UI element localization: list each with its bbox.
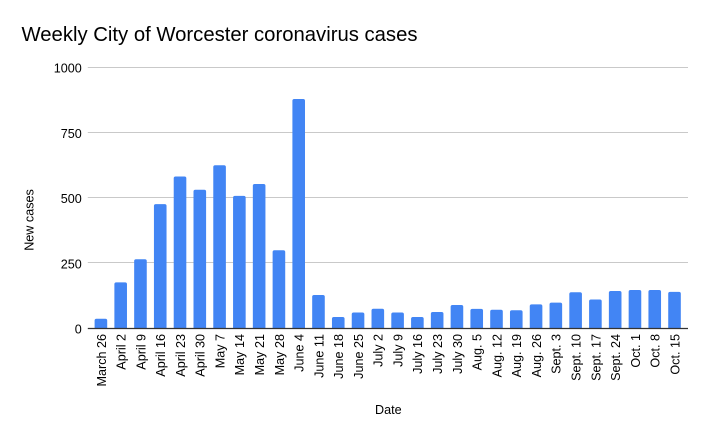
svg-text:Weekly City of Worcester coron: Weekly City of Worcester coronavirus cas… <box>22 24 418 46</box>
svg-text:Oct. 15: Oct. 15 <box>668 334 682 375</box>
svg-text:March 26: March 26 <box>95 334 109 387</box>
svg-text:750: 750 <box>61 127 82 141</box>
svg-text:0: 0 <box>75 323 82 337</box>
svg-text:Oct. 1: Oct. 1 <box>629 334 643 368</box>
svg-text:Sept. 3: Sept. 3 <box>550 334 564 374</box>
svg-text:Sept. 10: Sept. 10 <box>569 334 583 381</box>
svg-text:July 30: July 30 <box>451 334 465 374</box>
svg-text:May 7: May 7 <box>213 334 227 368</box>
svg-text:May 28: May 28 <box>273 334 287 375</box>
svg-text:May 14: May 14 <box>233 334 247 375</box>
svg-text:Sept. 17: Sept. 17 <box>589 334 603 381</box>
svg-text:April 16: April 16 <box>154 334 168 377</box>
svg-text:Aug. 26: Aug. 26 <box>530 334 544 377</box>
svg-text:Oct. 8: Oct. 8 <box>649 334 663 368</box>
svg-text:Aug. 5: Aug. 5 <box>471 334 485 370</box>
svg-text:May 21: May 21 <box>253 334 267 375</box>
svg-text:July 16: July 16 <box>411 334 425 374</box>
svg-text:June 11: June 11 <box>312 334 326 378</box>
svg-text:June 25: June 25 <box>352 334 366 379</box>
svg-text:Date: Date <box>375 403 402 417</box>
svg-text:500: 500 <box>61 192 82 206</box>
svg-text:April 23: April 23 <box>174 334 188 377</box>
svg-text:July 9: July 9 <box>391 334 405 367</box>
svg-text:Aug. 12: Aug. 12 <box>490 334 504 377</box>
svg-text:June 18: June 18 <box>332 334 346 379</box>
svg-text:April 2: April 2 <box>115 334 129 370</box>
svg-text:New cases: New cases <box>23 189 37 251</box>
svg-text:April 30: April 30 <box>194 334 208 377</box>
svg-text:June 4: June 4 <box>293 334 307 372</box>
svg-text:Sept. 24: Sept. 24 <box>609 334 623 381</box>
svg-text:1000: 1000 <box>54 62 82 76</box>
svg-text:Aug. 19: Aug. 19 <box>510 334 524 377</box>
svg-text:July 2: July 2 <box>372 334 386 367</box>
svg-text:250: 250 <box>61 257 82 271</box>
svg-text:July 23: July 23 <box>431 334 445 374</box>
svg-text:April 9: April 9 <box>134 334 148 370</box>
